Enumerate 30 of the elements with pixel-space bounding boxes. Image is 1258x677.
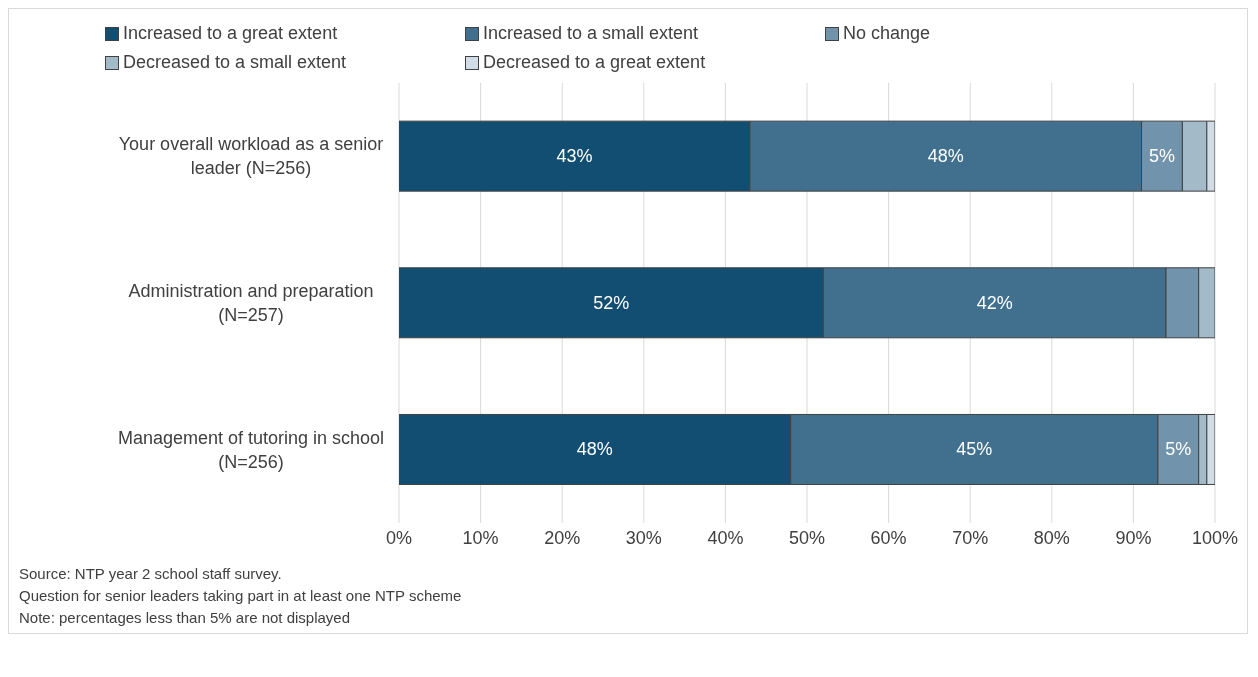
data-label: 43% bbox=[556, 146, 593, 167]
data-label: 48% bbox=[576, 439, 613, 460]
x-tick-label: 20% bbox=[544, 527, 581, 548]
y-tick-label: Management of tutoring in school (N=256) bbox=[117, 427, 385, 472]
data-label: 5% bbox=[1148, 146, 1175, 167]
y-tick-label: Your overall workload as a senior leader (N=256) bbox=[118, 134, 384, 179]
legend-label: Increased to a small extent bbox=[483, 23, 699, 44]
x-tick-label: 90% bbox=[1115, 527, 1152, 548]
data-label: 42% bbox=[976, 292, 1013, 313]
source-note: Source: NTP year 2 school staff survey. bbox=[19, 564, 283, 584]
data-label: 48% bbox=[927, 146, 964, 167]
legend-label: Decreased to a great extent bbox=[483, 52, 706, 73]
data-label: 5% bbox=[1165, 439, 1192, 460]
x-tick-label: 50% bbox=[788, 527, 826, 548]
legend-label: Increased to a great extent bbox=[123, 23, 338, 44]
x-tick-label: 60% bbox=[870, 527, 907, 548]
x-tick-label: 80% bbox=[1033, 527, 1070, 548]
y-tick-label: Administration and preparation (N=257) bbox=[128, 281, 374, 325]
text: Question for senior leaders taking part in at least one NTP scheme bbox=[19, 586, 463, 606]
x-tick-label: 0% bbox=[385, 527, 413, 548]
data-label: 52% bbox=[593, 292, 630, 313]
legend-label: No change bbox=[843, 23, 931, 44]
x-tick-label: 30% bbox=[625, 527, 662, 548]
data-label: 45% bbox=[956, 439, 993, 460]
x-tick-label: 40% bbox=[707, 527, 744, 548]
x-tick-label: 10% bbox=[462, 527, 499, 548]
legend-label: Decreased to a small extent bbox=[123, 52, 347, 73]
x-tick-label: 70% bbox=[952, 527, 989, 548]
text: Note: percentages less than 5% are not displayed bbox=[19, 608, 352, 628]
x-tick-label: 100% bbox=[1191, 527, 1239, 548]
